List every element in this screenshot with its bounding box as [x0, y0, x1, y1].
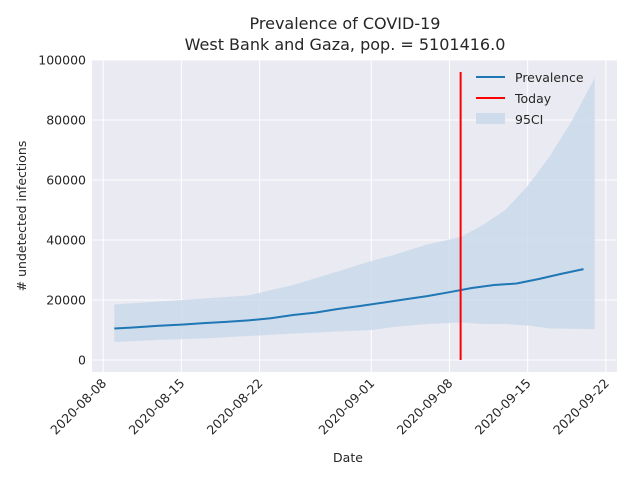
legend-ci-swatch — [476, 113, 505, 124]
legend-today-label: Today — [514, 91, 552, 106]
x-tick-label: 2020-09-08 — [394, 375, 456, 437]
y-tick-label: 100000 — [38, 53, 86, 68]
chart-title: Prevalence of COVID-19 — [250, 14, 441, 33]
prevalence-line — [114, 268, 584, 330]
legend-ci-label: 95CI — [515, 112, 543, 127]
x-tick-label: 2020-08-08 — [47, 375, 109, 437]
chart-subtitle: West Bank and Gaza, pop. = 5101416.0 — [185, 35, 506, 54]
y-tick-label: 80000 — [46, 113, 86, 128]
legend: Prevalence Today 95CI — [476, 70, 584, 127]
x-axis-label: Date — [333, 450, 363, 465]
x-tick-label: 2020-08-15 — [126, 376, 188, 438]
prevalence-line-layer — [114, 268, 584, 330]
legend-prevalence-label: Prevalence — [515, 70, 584, 85]
ci-band — [114, 78, 595, 342]
y-tick-label: 60000 — [46, 173, 86, 188]
y-axis-label: # undetected infections — [14, 141, 29, 292]
y-tick-label: 40000 — [46, 233, 86, 248]
x-tick-label: 2020-09-15 — [472, 376, 534, 438]
y-tick-label: 0 — [78, 353, 86, 368]
ci-band-layer — [114, 78, 595, 342]
x-tick-label: 2020-09-22 — [550, 376, 612, 438]
x-tick-label: 2020-09-01 — [315, 376, 377, 438]
x-tick-label: 2020-08-22 — [204, 376, 266, 438]
y-tick-label: 20000 — [46, 293, 86, 308]
